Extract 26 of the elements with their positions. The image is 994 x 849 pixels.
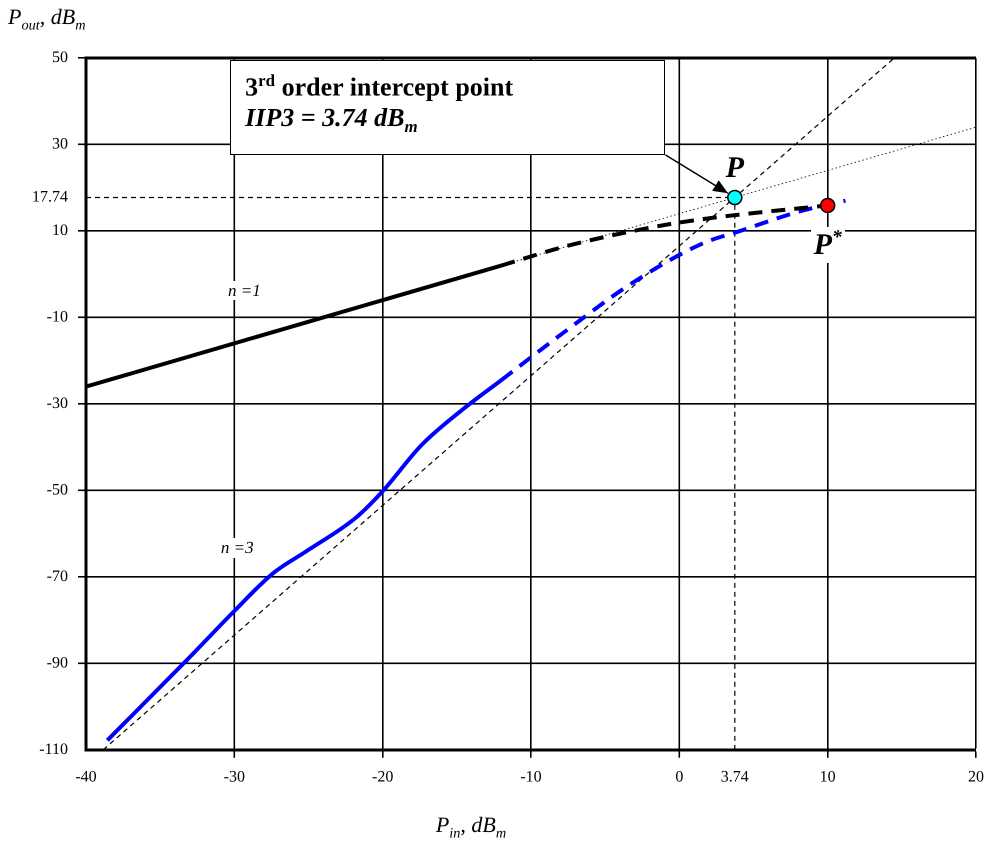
x-tick-label: -30 (224, 768, 245, 786)
annotation: P (726, 150, 744, 186)
x-tick-label: -40 (75, 768, 97, 786)
y-tick-label: -90 (46, 654, 68, 672)
y-tick-label: -50 (46, 482, 68, 499)
annotation: P$^{*}$ (810, 227, 845, 263)
x-axis-title: P$_{in}$, dB$_{m}$ (436, 812, 506, 842)
y-tick-label: -110 (39, 741, 68, 758)
x-tick-label: 0 (675, 768, 684, 786)
y-tick-label: 50 (52, 49, 68, 66)
y-tick-label: -10 (46, 308, 68, 326)
x-tick-label: 10 (820, 768, 836, 786)
x-tick-label: 20 (968, 768, 984, 786)
y-axis-title: P$_{out}$, dB$_{m}$ (8, 4, 86, 34)
y-tick-label: -30 (46, 395, 68, 412)
annotation: n =3 (218, 538, 257, 558)
y-tick-label: -70 (46, 568, 68, 586)
annotation: n =1 (225, 280, 264, 300)
y-tick-label: 10 (52, 222, 68, 240)
callout-box: 3$^{rd}$ order intercept point IIP3 = 3.74 dB$_{m}$ (230, 60, 666, 155)
y-tick-label: 30 (52, 136, 68, 153)
x-tick-label: -10 (520, 768, 542, 786)
x-tick-label: -20 (372, 768, 394, 786)
x-tick-label: 3.74 (720, 768, 749, 786)
y-tick-label: 17.74 (32, 188, 68, 206)
annotation: 3$^{rd}$ order intercept point IIP3 = 3.74 dB$_{m}$ (245, 71, 514, 136)
